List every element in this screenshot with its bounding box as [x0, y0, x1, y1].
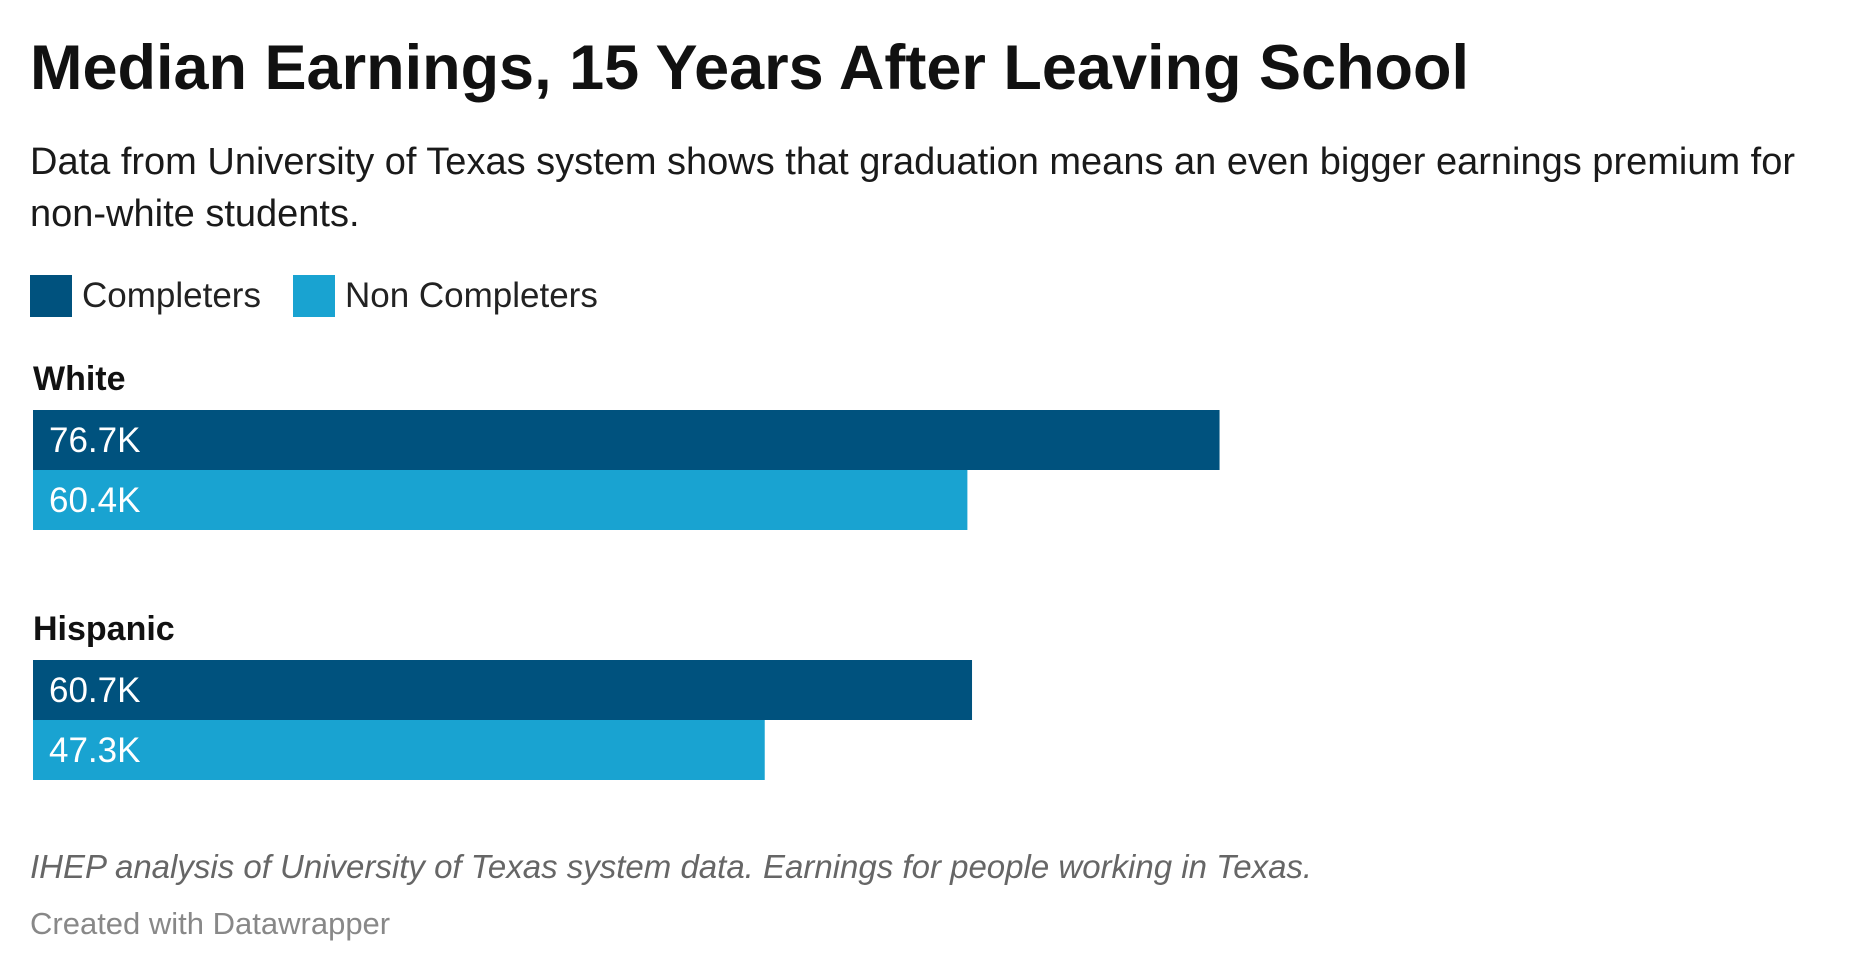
bar-white-completers	[33, 410, 1220, 470]
bar-value-label-white-completers: 76.7K	[49, 421, 140, 460]
category-label-white: White	[33, 360, 126, 398]
legend-label-completers: Completers	[82, 276, 261, 315]
legend-swatch-non-completers	[292, 275, 335, 317]
category-label-hispanic: Hispanic	[33, 610, 175, 648]
bar-value-label-hispanic-non-completers: 47.3K	[49, 731, 140, 770]
bar-hispanic-non-completers	[33, 720, 765, 780]
bar-hispanic-completers	[33, 660, 973, 720]
legend-item-completers: Completers	[30, 275, 261, 317]
datawrapper-credit: Created with Datawrapper	[30, 906, 391, 941]
source-note: IHEP analysis of University of Texas sys…	[30, 848, 1313, 885]
bar-value-label-hispanic-completers: 60.7K	[49, 671, 140, 710]
chart-title: Median Earnings, 15 Years After Leaving …	[30, 33, 1469, 103]
bar-value-label-white-non-completers: 60.4K	[49, 481, 140, 520]
chart-legend: Completers Non Completers	[30, 275, 630, 317]
legend-label-non-completers: Non Completers	[344, 276, 598, 315]
bar-white-non-completers	[33, 470, 968, 530]
chart-subtitle: Data from University of Texas system sho…	[30, 141, 1796, 235]
legend-swatch-completers	[30, 275, 72, 317]
legend-item-non-completers: Non Completers	[292, 275, 598, 317]
